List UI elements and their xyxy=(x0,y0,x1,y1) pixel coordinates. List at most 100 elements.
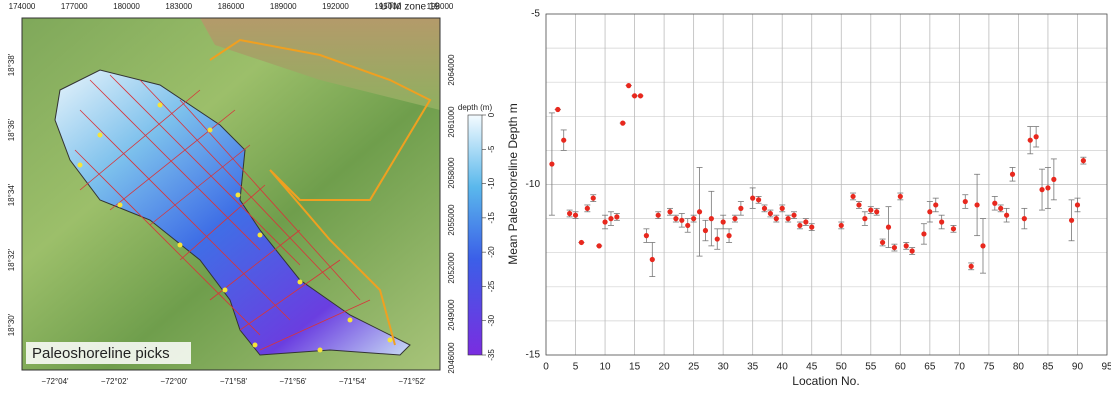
map-label: Paleoshoreline picks xyxy=(32,345,170,362)
colorbar-tick-label: -20 xyxy=(487,246,496,258)
x-tick-label: 45 xyxy=(806,362,818,373)
x-tick-label: 60 xyxy=(895,362,907,373)
point xyxy=(597,243,602,248)
point xyxy=(886,225,891,230)
latitude-label: 18°34' xyxy=(7,183,16,206)
point xyxy=(756,197,761,202)
x-tick-label: 75 xyxy=(983,362,995,373)
point xyxy=(1010,172,1015,177)
point xyxy=(1028,138,1033,143)
x-tick-label: 40 xyxy=(777,362,789,373)
y-tick-label: -15 xyxy=(526,350,541,361)
point xyxy=(715,236,720,241)
x-tick-label: 20 xyxy=(659,362,671,373)
x-tick-label: 55 xyxy=(865,362,877,373)
point xyxy=(679,218,684,223)
point xyxy=(626,83,631,88)
point xyxy=(951,226,956,231)
point xyxy=(892,245,897,250)
colorbar-tick-label: -5 xyxy=(487,145,496,153)
y-axis-title: Mean Paleoshoreline Depth m xyxy=(506,103,520,264)
x-tick-label: 50 xyxy=(836,362,848,373)
point xyxy=(768,211,773,216)
northing-label: 2061000 xyxy=(447,106,456,138)
easting-label: 186000 xyxy=(218,2,245,11)
latitude-label: 18°30' xyxy=(7,313,16,336)
point xyxy=(573,213,578,218)
colorbar-tick-label: -10 xyxy=(487,177,496,189)
point xyxy=(549,161,554,166)
x-tick-label: 30 xyxy=(718,362,730,373)
northing-label: 2049000 xyxy=(447,299,456,331)
easting-label: 177000 xyxy=(61,2,88,11)
x-tick-label: 15 xyxy=(629,362,641,373)
point xyxy=(1034,134,1039,139)
point xyxy=(614,214,619,219)
point xyxy=(632,93,637,98)
point xyxy=(650,257,655,262)
point xyxy=(969,264,974,269)
x-tick-label: 25 xyxy=(688,362,700,373)
longitude-label: −72°02' xyxy=(101,377,129,386)
point xyxy=(992,201,997,206)
colorbar-tick-label: 0 xyxy=(487,112,496,117)
easting-label: 189000 xyxy=(270,2,297,11)
x-axis-title: Location No. xyxy=(792,374,859,388)
chart: Location No. Mean Paleoshoreline Depth m… xyxy=(506,9,1111,389)
longitude-label: −71°54' xyxy=(339,377,367,386)
colorbar xyxy=(468,115,482,355)
point xyxy=(774,216,779,221)
x-tick-label: 90 xyxy=(1072,362,1084,373)
easting-label: 198000 xyxy=(427,2,454,11)
longitude-label: −72°04' xyxy=(41,377,69,386)
colorbar-tick-label: -15 xyxy=(487,212,496,224)
point xyxy=(644,233,649,238)
point xyxy=(685,223,690,228)
x-tick-label: 0 xyxy=(543,362,549,373)
point xyxy=(709,216,714,221)
x-tick-label: 95 xyxy=(1101,362,1111,373)
point xyxy=(921,231,926,236)
point xyxy=(850,194,855,199)
x-tick-label: 35 xyxy=(747,362,759,373)
point xyxy=(667,209,672,214)
point xyxy=(602,219,607,224)
point xyxy=(1045,185,1050,190)
point xyxy=(555,107,560,112)
point xyxy=(874,209,879,214)
x-tick-label: 70 xyxy=(954,362,966,373)
point xyxy=(933,202,938,207)
point xyxy=(703,228,708,233)
easting-label: 180000 xyxy=(113,2,140,11)
colorbar-tick-label: -30 xyxy=(487,314,496,326)
point xyxy=(1051,177,1056,182)
point xyxy=(697,209,702,214)
point xyxy=(809,225,814,230)
northing-label: 2064000 xyxy=(447,54,456,86)
map: Paleoshoreline picks UTM zone 19 depth (… xyxy=(7,2,496,386)
latitude-label: 18°36' xyxy=(7,118,16,141)
point xyxy=(750,196,755,201)
point xyxy=(579,240,584,245)
easting-label: 174000 xyxy=(9,2,36,11)
latitude-label: 18°32' xyxy=(7,248,16,271)
point xyxy=(856,202,861,207)
point xyxy=(980,243,985,248)
point xyxy=(1081,158,1086,163)
point xyxy=(1022,216,1027,221)
point xyxy=(791,213,796,218)
point xyxy=(898,194,903,199)
y-tick-label: -10 xyxy=(526,179,541,190)
point xyxy=(868,207,873,212)
point xyxy=(726,233,731,238)
point xyxy=(974,202,979,207)
point xyxy=(638,93,643,98)
point xyxy=(1075,202,1080,207)
point xyxy=(1004,213,1009,218)
colorbar-title: depth (m) xyxy=(458,103,493,112)
point xyxy=(762,206,767,211)
point xyxy=(927,209,932,214)
point xyxy=(561,138,566,143)
point xyxy=(738,206,743,211)
point xyxy=(591,196,596,201)
